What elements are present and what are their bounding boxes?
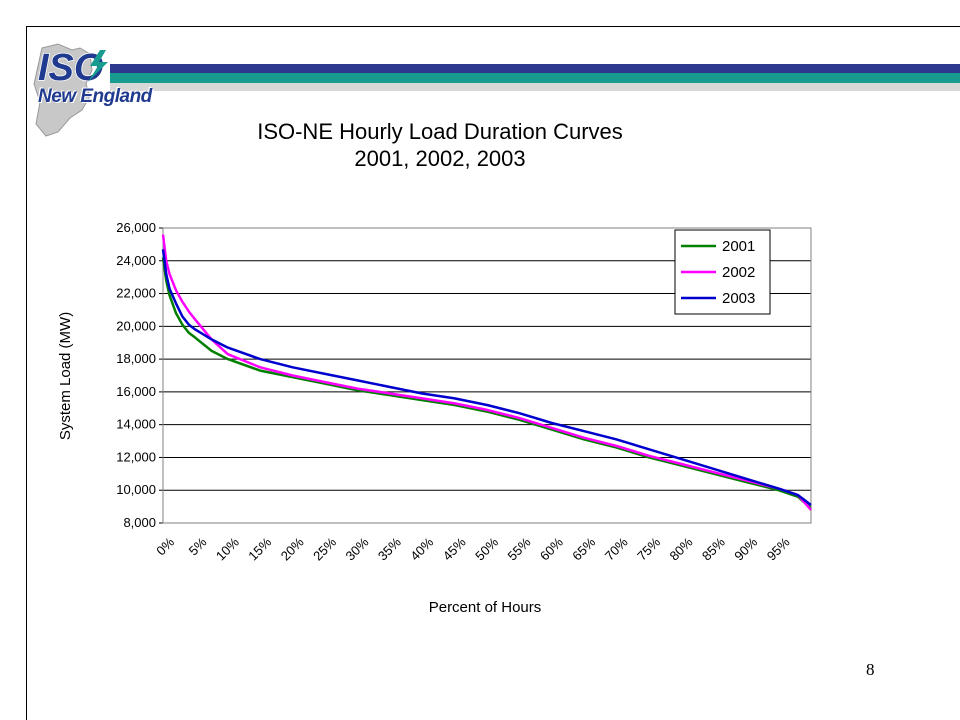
x-tick-label: 60% — [537, 534, 566, 563]
x-tick-label: 40% — [407, 534, 436, 563]
header-band-navy — [110, 64, 960, 73]
chart-title: ISO-NE Hourly Load Duration Curves 2001,… — [230, 118, 650, 172]
y-tick-label: 10,000 — [116, 482, 156, 497]
x-tick-label: 95% — [764, 534, 793, 563]
x-tick-label: 70% — [602, 534, 631, 563]
x-tick-label: 75% — [634, 534, 663, 563]
series-line-2002 — [161, 234, 812, 511]
legend-label-2003: 2003 — [722, 290, 755, 307]
x-tick-label: 25% — [310, 534, 339, 563]
x-tick-label: 65% — [569, 534, 598, 563]
x-tick-label: 80% — [667, 534, 696, 563]
header-band-teal — [110, 73, 960, 83]
header-band-gray — [110, 83, 960, 91]
x-tick-label: 20% — [278, 534, 307, 563]
y-tick-label: 24,000 — [116, 253, 156, 268]
page-number: 8 — [866, 660, 875, 679]
x-tick-label: 5% — [186, 534, 210, 558]
slide-border-left — [26, 26, 27, 720]
x-tick-label: 90% — [731, 534, 760, 563]
x-tick-label: 30% — [343, 534, 372, 563]
x-tick-labels: 0% 5% 10% 15% 20% 25% 30% 35% 40% 45% 50% 55% 60% 65%… — [153, 534, 793, 563]
x-tick-label: 45% — [440, 534, 469, 563]
logo-mark: ISO — [38, 47, 103, 89]
plot-area — [162, 227, 812, 524]
series-line-2003 — [161, 249, 812, 506]
y-tick-label: 16,000 — [116, 384, 156, 399]
y-tick-label: 22,000 — [116, 286, 156, 301]
legend-label-2001: 2001 — [722, 238, 755, 255]
y-tick-label: 20,000 — [116, 318, 156, 333]
y-tick-label: 14,000 — [116, 417, 156, 432]
x-tick-label: 15% — [245, 534, 274, 563]
iso-new-england-logo: ISO — [33, 43, 108, 137]
series-lines — [161, 234, 812, 511]
y-axis-title: System Load (MW) — [57, 312, 74, 440]
x-tick-label: 35% — [375, 534, 404, 563]
series-line-2001 — [161, 257, 812, 510]
x-axis-title: Percent of Hours — [429, 599, 542, 616]
y-tick-label: 26,000 — [116, 220, 156, 235]
slide-border-top — [26, 26, 960, 27]
x-tick-label: 85% — [699, 534, 728, 563]
chart-title-line2: 2001, 2002, 2003 — [354, 146, 526, 171]
y-tick-labels: 8,000 10,000 12,000 14,000 16,000 18,000 20,00… — [116, 220, 156, 530]
legend-label-2002: 2002 — [722, 264, 755, 281]
y-tick-label: 12,000 — [116, 449, 156, 464]
x-tick-label: 55% — [505, 534, 534, 563]
lightning-bolt-icon — [88, 50, 108, 82]
x-tick-label: 0% — [153, 534, 177, 558]
y-tick-label: 8,000 — [123, 515, 156, 530]
new-england-map-shape — [33, 43, 93, 137]
x-tick-label: 50% — [472, 534, 501, 563]
chart-title-line1: ISO-NE Hourly Load Duration Curves — [257, 119, 623, 144]
x-tick-label: 10% — [213, 534, 242, 563]
logo-text: New England — [38, 86, 152, 107]
legend: 2001 2002 2003 — [674, 229, 771, 315]
y-tick-label: 18,000 — [116, 351, 156, 366]
